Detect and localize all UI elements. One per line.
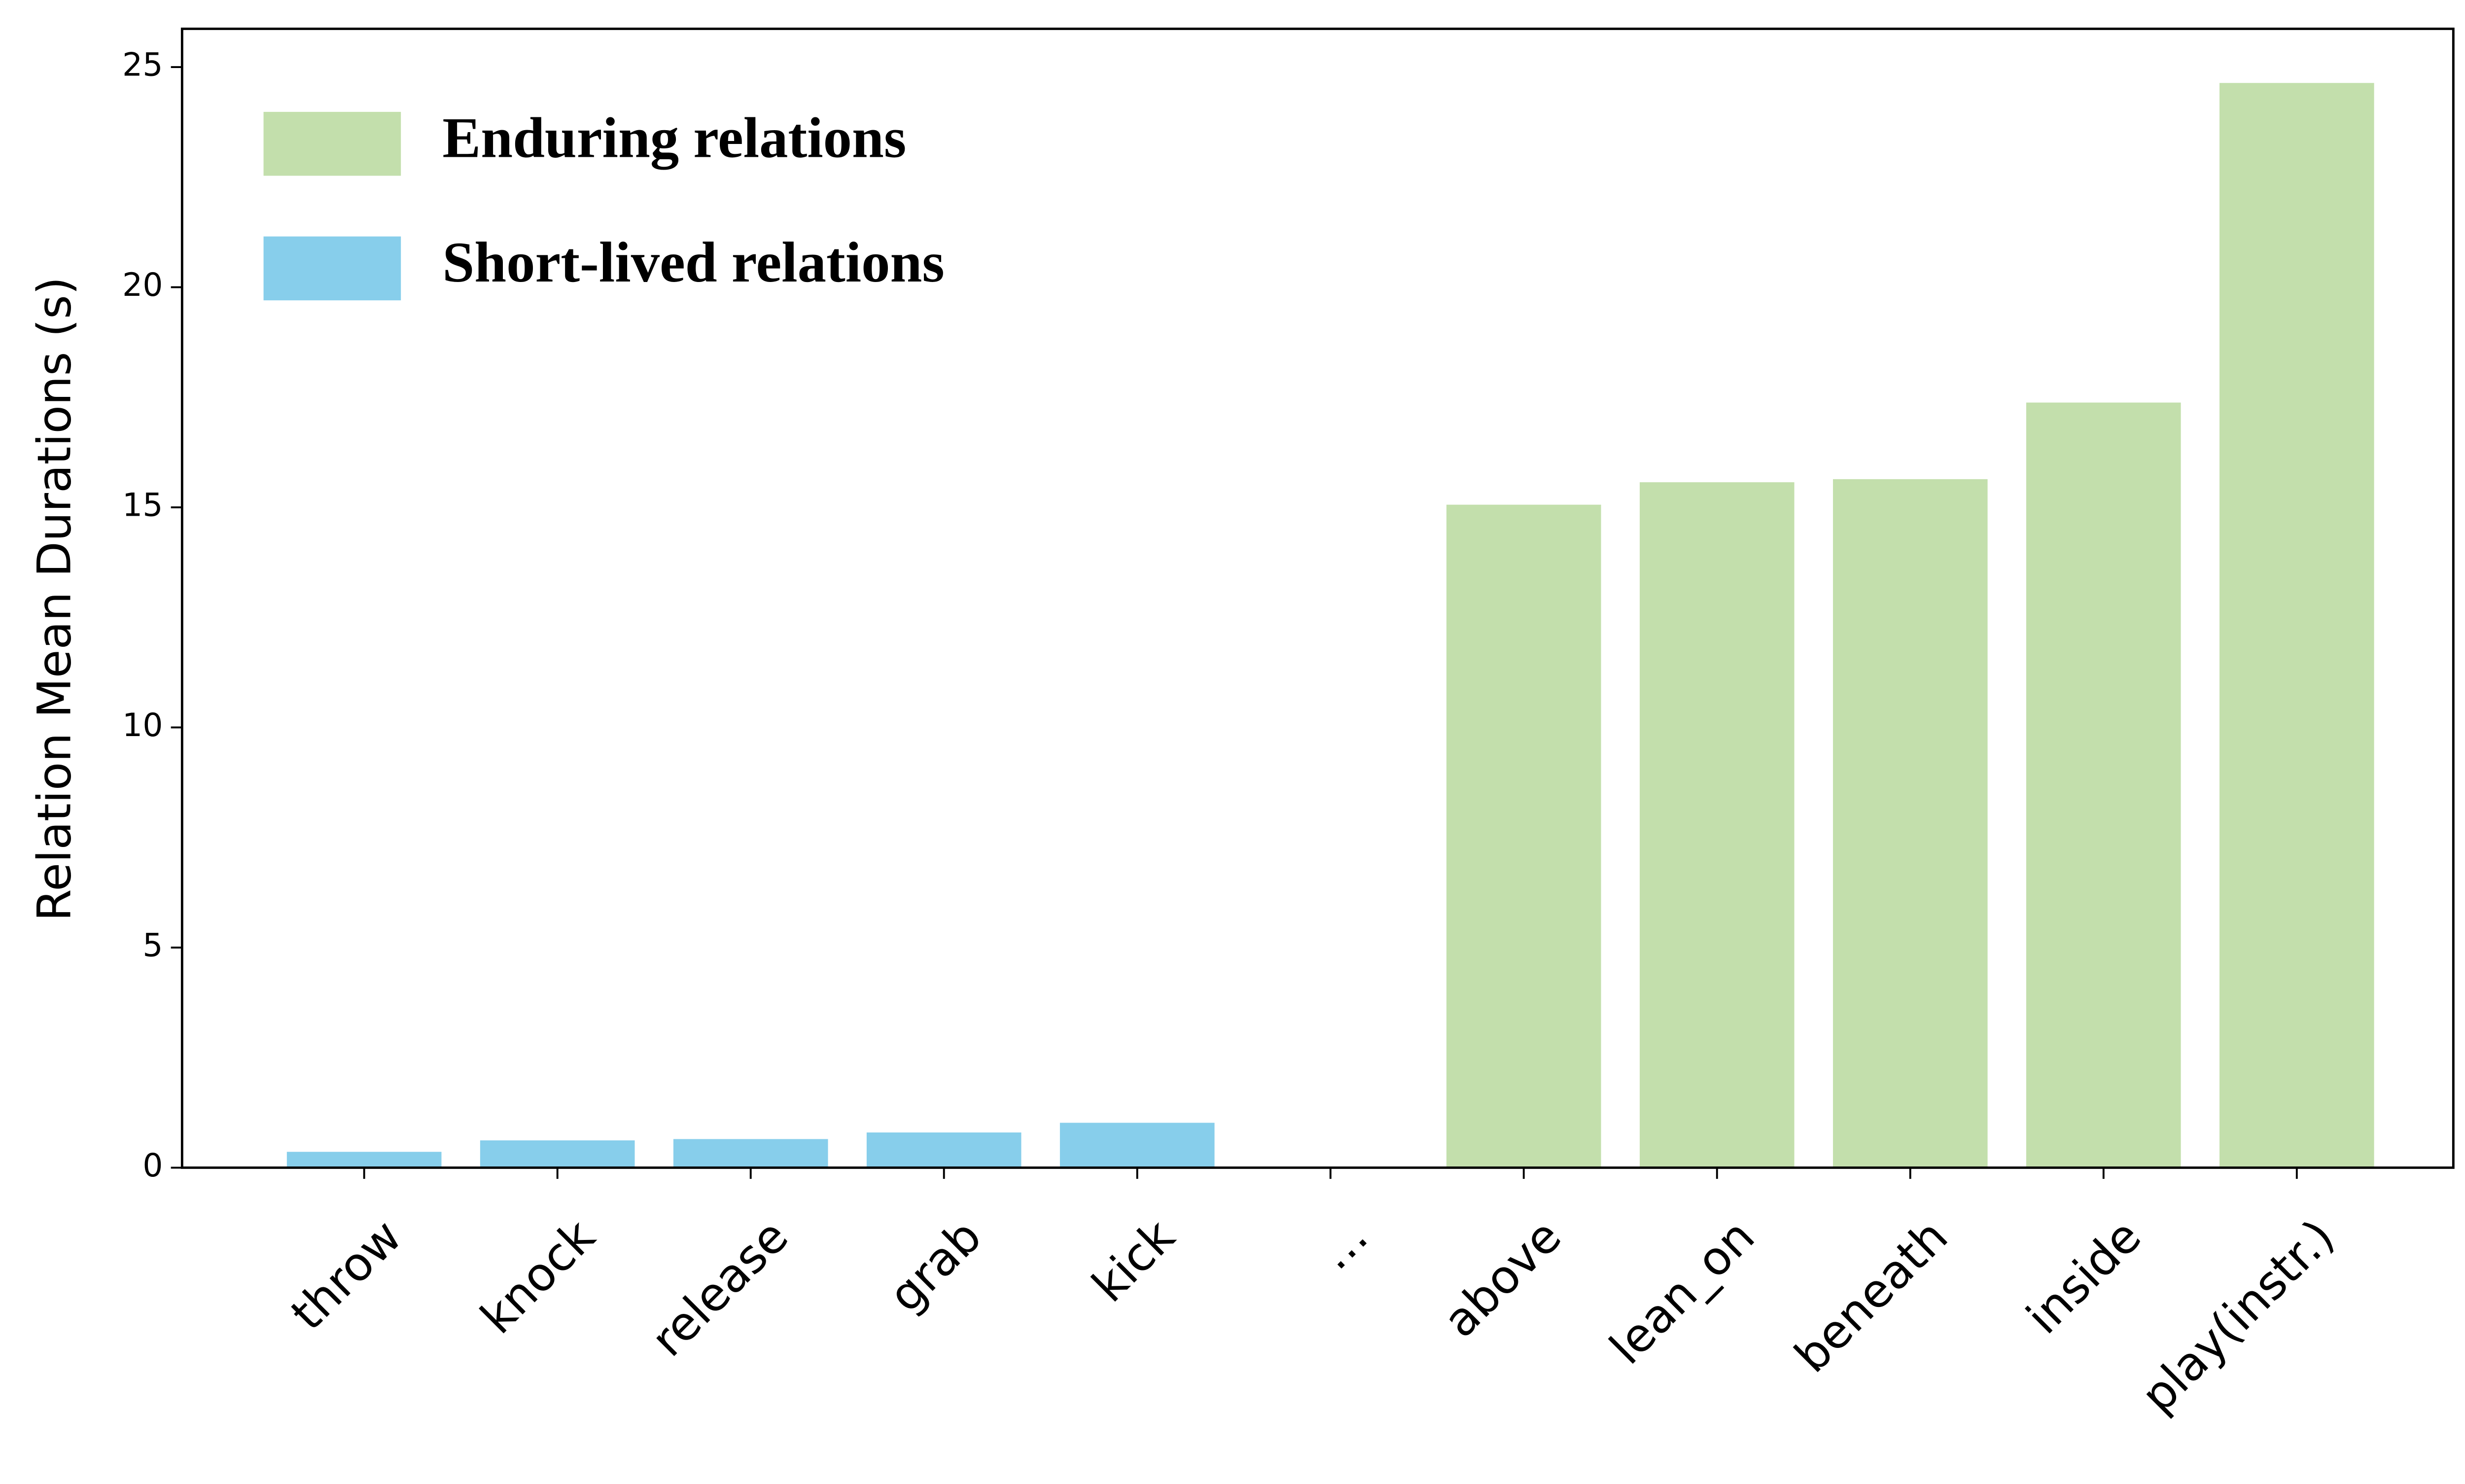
legend-label: Enduring relations [442, 106, 906, 170]
x-tick-label: lean_on [1600, 1209, 1765, 1375]
plot-frame [180, 28, 2455, 1169]
x-tick-label: play(instr.) [2131, 1209, 2345, 1423]
bar [480, 1140, 635, 1168]
bar [2026, 402, 2181, 1168]
y-axis-label: Relation Mean Durations (s) [28, 277, 82, 921]
y-tick-label: 0 [142, 1147, 163, 1184]
x-tick-label: … [1308, 1209, 1378, 1280]
legend-label: Short-lived relations [442, 231, 944, 294]
legend-swatch [263, 236, 401, 301]
bar [1832, 479, 1988, 1168]
y-tick-label: 10 [122, 707, 163, 744]
x-tick-label: knock [471, 1209, 606, 1344]
x-tick-label: throw [281, 1209, 412, 1341]
x-tick-label: above [1433, 1209, 1572, 1348]
x-tick-label: inside [2016, 1209, 2151, 1344]
y-tick-label: 15 [122, 487, 163, 524]
bar [1059, 1123, 1215, 1168]
bar [2219, 83, 2374, 1168]
x-tick-label: kick [1082, 1209, 1185, 1312]
y-tick-label: 20 [122, 267, 163, 304]
bar [286, 1152, 442, 1168]
bar [1446, 504, 1601, 1168]
x-tick-label: grab [879, 1209, 992, 1322]
y-tick-label: 5 [142, 927, 163, 964]
legend-swatch [263, 111, 401, 176]
y-tick-label: 25 [122, 47, 163, 84]
bar [866, 1132, 1021, 1168]
x-tick-label: beneath [1785, 1209, 1958, 1383]
bar [1639, 482, 1795, 1168]
bar [673, 1139, 828, 1168]
x-tick-label: release [641, 1209, 799, 1367]
